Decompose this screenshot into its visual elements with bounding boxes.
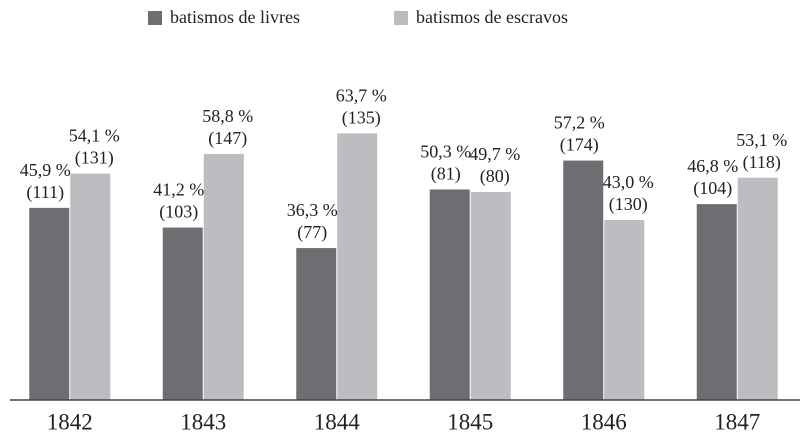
count-label: (103) bbox=[159, 202, 198, 223]
value-label: 49,7 % bbox=[469, 144, 520, 164]
count-label: (104) bbox=[693, 178, 732, 199]
count-label: (174) bbox=[560, 135, 599, 156]
value-label: 53,1 % bbox=[736, 130, 787, 150]
bar bbox=[563, 160, 604, 400]
bar bbox=[337, 133, 378, 400]
count-label: (135) bbox=[342, 107, 381, 128]
bar bbox=[737, 177, 778, 400]
value-label: 45,9 % bbox=[20, 160, 71, 180]
count-label: (118) bbox=[743, 152, 781, 173]
x-tick-label: 1846 bbox=[581, 409, 627, 434]
bar bbox=[29, 207, 70, 400]
bar bbox=[296, 248, 337, 400]
legend-label: batismos de livres bbox=[170, 7, 300, 27]
value-label: 43,0 % bbox=[603, 172, 654, 192]
bar bbox=[696, 204, 737, 400]
value-label: 50,3 % bbox=[420, 142, 471, 162]
count-label: (80) bbox=[480, 166, 510, 187]
value-label: 41,2 % bbox=[153, 180, 204, 200]
x-tick-label: 1843 bbox=[180, 409, 226, 434]
bar bbox=[470, 191, 511, 400]
legend-swatch bbox=[394, 11, 408, 25]
value-label: 54,1 % bbox=[69, 126, 120, 146]
count-label: (131) bbox=[75, 148, 114, 169]
count-label: (147) bbox=[208, 128, 247, 149]
bar bbox=[203, 153, 244, 400]
legend-swatch bbox=[148, 11, 162, 25]
count-label: (81) bbox=[431, 164, 461, 185]
count-label: (130) bbox=[609, 194, 648, 215]
value-label: 58,8 % bbox=[202, 106, 253, 126]
value-label: 63,7 % bbox=[336, 85, 387, 105]
bar bbox=[162, 227, 203, 400]
bar bbox=[604, 220, 645, 400]
legend-label: batismos de escravos bbox=[416, 7, 568, 27]
bar bbox=[70, 173, 111, 400]
value-label: 57,2 % bbox=[554, 113, 605, 133]
x-tick-label: 1842 bbox=[47, 409, 93, 434]
x-tick-label: 1847 bbox=[714, 409, 760, 434]
count-label: (77) bbox=[297, 222, 327, 243]
x-tick-label: 1844 bbox=[314, 409, 361, 434]
x-tick-label: 1845 bbox=[447, 409, 493, 434]
value-label: 36,3 % bbox=[287, 200, 338, 220]
count-label: (111) bbox=[26, 182, 64, 203]
bar bbox=[429, 189, 470, 400]
value-label: 46,8 % bbox=[687, 156, 738, 176]
